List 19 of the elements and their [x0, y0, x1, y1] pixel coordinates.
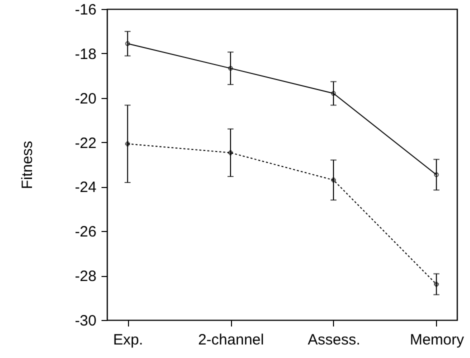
x-tick-label: Memory	[410, 332, 464, 348]
y-axis-title: Fitness	[18, 140, 36, 190]
x-tick-label: 2-channel	[198, 332, 264, 348]
y-tick-label: -20	[74, 90, 96, 108]
point	[228, 150, 233, 156]
point	[125, 141, 130, 146]
y-tick-label: -26	[74, 224, 96, 241]
y-tick-label: -24	[74, 179, 96, 196]
point	[331, 91, 336, 96]
y-tick-label: -28	[74, 268, 96, 286]
point	[228, 66, 233, 71]
point	[434, 282, 439, 287]
y-tick-label: -22	[74, 134, 96, 152]
y-tick-label: -18	[74, 46, 96, 63]
y-tick-label: -30	[74, 312, 96, 330]
point	[331, 178, 336, 182]
x-tick-label: Exp.	[113, 332, 144, 348]
x-tick-label: Assess.	[308, 332, 360, 348]
y-tick-label: -16	[74, 2, 96, 18]
